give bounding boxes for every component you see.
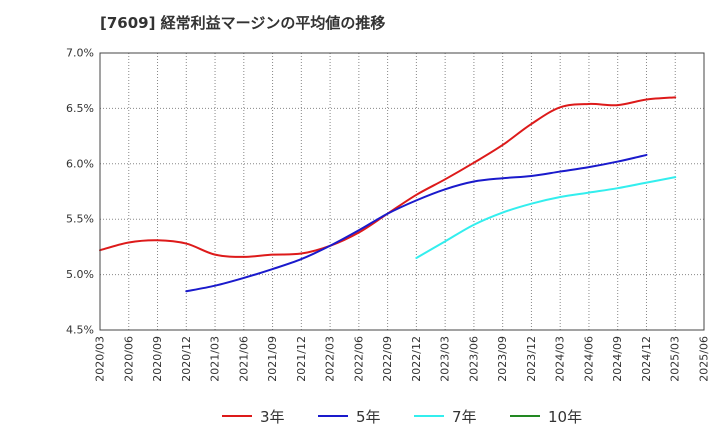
x-tick-label: 2020/06 bbox=[122, 336, 135, 382]
legend-item-3y: 3年 bbox=[222, 404, 285, 428]
x-tick-label: 2023/09 bbox=[496, 336, 509, 382]
x-tick-label: 2024/06 bbox=[582, 336, 595, 382]
plot-background bbox=[100, 53, 704, 330]
y-tick-label: 7.0% bbox=[66, 47, 94, 60]
legend-item-7y: 7年 bbox=[414, 404, 477, 428]
y-tick-label: 6.5% bbox=[66, 102, 94, 115]
x-tick-label: 2021/06 bbox=[237, 336, 250, 382]
series-line-1 bbox=[185, 153, 648, 293]
x-tick-label: 2024/12 bbox=[640, 336, 653, 382]
x-tick-label: 2020/09 bbox=[151, 336, 164, 382]
y-tick-label: 5.0% bbox=[66, 268, 94, 281]
x-tick-label: 2023/12 bbox=[525, 336, 538, 382]
series-line-2 bbox=[415, 176, 677, 259]
x-tick-label: 2022/12 bbox=[410, 336, 423, 382]
legend-swatch-5y bbox=[318, 415, 348, 417]
x-tick-label: 2021/03 bbox=[209, 336, 222, 382]
x-tick-label: 2021/12 bbox=[295, 336, 308, 382]
y-tick-label: 6.0% bbox=[66, 157, 94, 170]
x-tick-label: 2025/06 bbox=[698, 336, 711, 382]
x-tick-label: 2025/03 bbox=[669, 336, 682, 382]
legend-label-3y: 3年 bbox=[260, 407, 285, 426]
y-tick-label: 4.5% bbox=[66, 324, 94, 337]
x-tick-label: 2023/03 bbox=[439, 336, 452, 382]
y-axis-ticks: 4.5% 5.0% 5.5% 6.0% 6.5% 7.0% bbox=[66, 47, 94, 337]
x-tick-label: 2022/06 bbox=[352, 336, 365, 382]
legend-label-5y: 5年 bbox=[356, 407, 381, 426]
x-tick-label: 2024/03 bbox=[554, 336, 567, 382]
legend-item-5y: 5年 bbox=[318, 404, 381, 428]
x-axis-ticks: 2020/03 2020/06 2020/09 2020/12 2021/03 2021/… bbox=[94, 336, 711, 382]
plot-border bbox=[99, 52, 705, 331]
legend-item-10y: 10年 bbox=[510, 404, 582, 428]
x-tick-label: 2021/09 bbox=[266, 336, 279, 382]
legend-swatch-10y bbox=[510, 415, 540, 417]
x-tick-label: 2020/03 bbox=[94, 336, 107, 382]
legend-swatch-3y bbox=[222, 415, 252, 417]
chart-title: [7609] 経常利益マージンの平均値の推移 bbox=[100, 14, 386, 32]
x-tick-label: 2020/12 bbox=[180, 336, 193, 382]
x-tick-label: 2023/06 bbox=[467, 336, 480, 382]
legend: 3年 5年 7年 10年 bbox=[0, 404, 720, 428]
x-tick-label: 2022/09 bbox=[381, 336, 394, 382]
legend-label-7y: 7年 bbox=[452, 407, 477, 426]
y-tick-label: 5.5% bbox=[66, 213, 94, 226]
series-lines bbox=[99, 96, 677, 293]
x-tick-label: 2024/09 bbox=[611, 336, 624, 382]
grid bbox=[100, 53, 704, 330]
x-tick-label: 2022/03 bbox=[324, 336, 337, 382]
legend-label-10y: 10年 bbox=[548, 407, 583, 426]
legend-swatch-7y bbox=[414, 415, 444, 417]
